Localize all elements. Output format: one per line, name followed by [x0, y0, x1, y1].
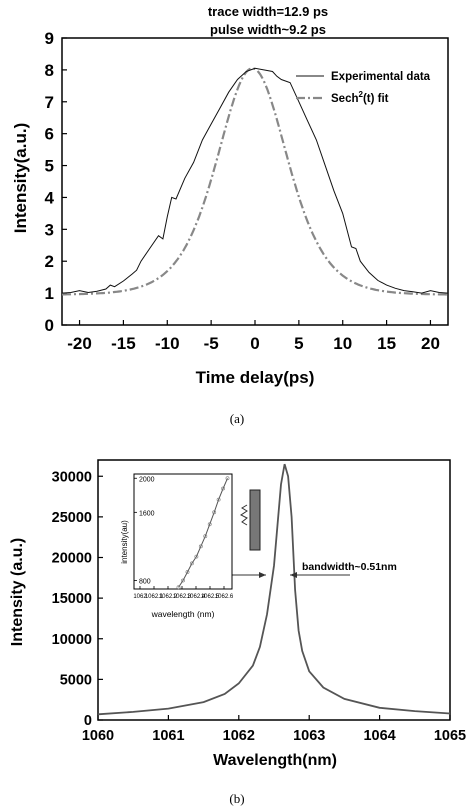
x-axis-label-a: Time delay(ps): [196, 368, 315, 387]
inset-y-tick-label: 1600: [139, 510, 155, 517]
inset-y-tick-label: 800: [139, 578, 151, 585]
x-tick-label-a: -10: [155, 334, 180, 353]
inset-point: [189, 561, 194, 566]
inset-point: [198, 544, 203, 549]
y-axis-label-a: Intensity(a.u.): [11, 123, 30, 234]
x-tick-label-b: 1064: [363, 728, 395, 744]
x-axis-b: 1060 1061 1062 1063 1064 1065: [82, 715, 466, 744]
grating-fringe: [240, 504, 248, 526]
legend-label-experimental: Experimental data: [331, 71, 431, 83]
legend-label-fit-sech: Sech: [331, 93, 359, 105]
y-axis-b: 0 5000 10000 15000 20000 25000 30000: [52, 469, 103, 729]
series-experimental-data: [61, 67, 449, 294]
inset-point: [207, 522, 212, 527]
annotation-pulse-width: pulse width~9.2 ps: [210, 22, 326, 37]
grating-block: [249, 489, 261, 551]
inset-x-tick-label: 1062.2: [159, 594, 178, 600]
y-tick-label-a: 8: [45, 61, 54, 80]
inset-x-tick-label: 1062.3: [173, 594, 192, 600]
x-axis-a: -20 -15 -10 -5 0 5 10 15 20: [67, 320, 440, 353]
inset-x-label: wavelength (nm): [151, 609, 215, 619]
inset-x-tick-label: 1062: [133, 594, 147, 600]
x-tick-label-a: 5: [294, 334, 303, 353]
inset-points: [176, 476, 230, 590]
inset-x-tick-label: 1062.5: [201, 594, 220, 600]
bandwidth-marker: bandwidth~0.51nm: [218, 561, 397, 578]
y-tick-label-b: 5000: [60, 672, 92, 688]
x-tick-label-a: 10: [333, 334, 352, 353]
y-tick-label-a: 9: [45, 29, 54, 48]
y-tick-label-a: 3: [45, 220, 54, 239]
y-tick-label-b: 15000: [52, 591, 92, 607]
series-sech2-fit: [62, 67, 448, 296]
inset-point: [185, 570, 190, 574]
y-tick-label-b: 25000: [52, 510, 92, 526]
inset-y-label: intensity(au): [120, 520, 129, 564]
caption-b: (b): [229, 791, 244, 806]
x-tick-label-a: -15: [111, 334, 136, 353]
y-tick-label-a: 5: [45, 157, 54, 176]
x-tick-label-b: 1060: [82, 728, 114, 744]
inset-x-tick-label: 1062.1: [145, 594, 164, 600]
inset-point: [203, 534, 208, 539]
y-tick-label-a: 6: [45, 125, 54, 144]
inset-y-axis: 800 1600 2000: [134, 476, 155, 585]
annotation-trace-width: trace width=12.9 ps: [208, 4, 328, 19]
inset-point: [225, 476, 230, 481]
y-axis-label-b: Intensity (a.u.): [9, 538, 26, 646]
y-tick-label-a: 7: [45, 93, 54, 112]
legend-label-fit-exponent: 2: [359, 90, 364, 99]
x-tick-label-a: 0: [250, 334, 259, 353]
bandwidth-label: bandwidth~0.51nm: [302, 561, 397, 573]
inset-point: [181, 578, 185, 583]
y-tick-label-b: 10000: [52, 632, 92, 648]
x-tick-label-b: 1063: [293, 728, 325, 744]
x-tick-label-a: 20: [421, 334, 440, 353]
x-tick-label-a: 15: [377, 334, 396, 353]
y-tick-label-a: 0: [45, 316, 54, 335]
panel-a: trace width=12.9 ps pulse width~9.2 ps 0…: [11, 4, 449, 387]
legend-label-fit: Sech2(t) fit: [331, 90, 389, 105]
inset-point: [176, 585, 181, 590]
legend-label-fit-tail: (t) fit: [363, 93, 389, 105]
plot-frame-b: [97, 459, 451, 721]
inset-x-tick-label: 1062.6: [215, 594, 234, 600]
y-tick-label-a: 2: [45, 252, 54, 271]
y-tick-label-b: 0: [84, 713, 92, 729]
series-spectrum: [97, 463, 451, 716]
inset: 800 1600 2000 10621062.11062.21062.31062.4…: [120, 473, 234, 619]
inset-point: [216, 497, 221, 502]
y-tick-label-b: 20000: [52, 551, 92, 567]
y-tick-label-a: 1: [45, 284, 54, 303]
inset-frame: [133, 473, 233, 590]
legend-a: Experimental data Sech2(t) fit: [296, 71, 431, 105]
inset-point: [221, 486, 226, 491]
x-axis-label-b: Wavelength(nm): [213, 752, 337, 769]
inset-y-tick-label: 2000: [139, 476, 155, 483]
grating-sketch: [240, 489, 261, 551]
x-tick-label-b: 1065: [434, 728, 466, 744]
bandwidth-arrowhead-left: [259, 572, 266, 578]
x-tick-label-a: -5: [204, 334, 219, 353]
x-tick-label-b: 1061: [152, 728, 184, 744]
x-tick-label-a: -20: [67, 334, 92, 353]
inset-x-tick-label: 1062.4: [187, 594, 206, 600]
caption-a: (a): [230, 411, 244, 426]
y-tick-label-a: 4: [45, 188, 55, 207]
y-axis-a: 0 1 2 3 4 5 6 7 8 9: [45, 29, 67, 335]
x-tick-label-b: 1062: [223, 728, 255, 744]
bandwidth-arrowhead-right: [290, 572, 297, 578]
inset-point: [194, 554, 199, 559]
inset-point: [212, 510, 217, 515]
y-tick-label-b: 30000: [52, 469, 92, 485]
